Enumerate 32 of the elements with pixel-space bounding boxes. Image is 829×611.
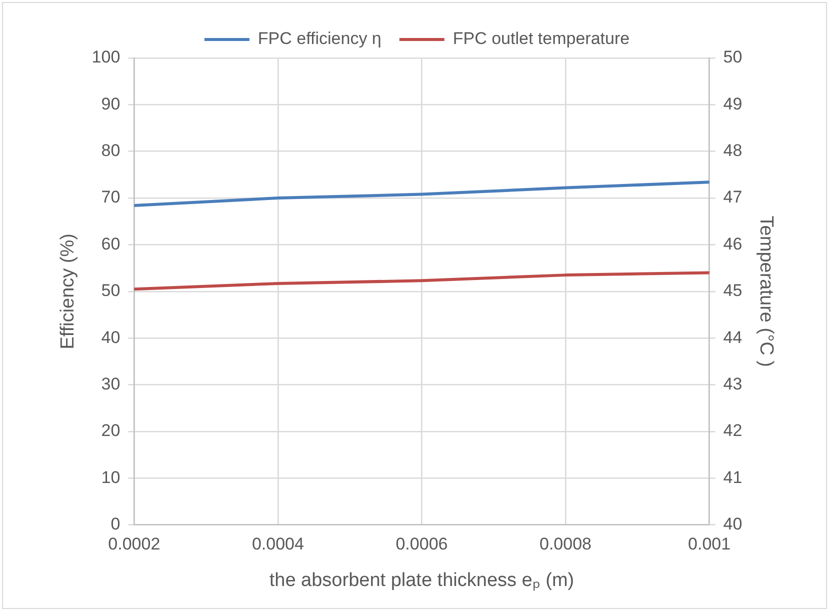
y2-tick-label: 42 [723,421,742,440]
y-tick-label: 30 [101,374,120,394]
y2-axis-title: Temperature (°C ) [755,216,776,367]
y2-tick-label: 45 [723,281,742,300]
y2-tick-label: 41 [723,468,742,487]
y-tick-label: 70 [101,188,120,207]
y-tick-label: 60 [101,234,120,254]
y-tick-label: 0 [110,514,120,534]
y2-tick-label: 46 [723,234,742,254]
legend-label: FPC efficiency η [258,29,382,48]
y-tick-label: 100 [92,48,120,67]
x-tick-label: 0.001 [688,534,731,554]
x-tick-label: 0.0008 [540,534,592,554]
y-tick-label: 40 [101,328,120,347]
x-tick-label: 0.0006 [396,534,448,554]
x-axis-title: the absorbent plate thickness eₚ (m) [269,570,574,591]
x-tick-label: 0.0004 [252,534,304,554]
y-tick-label: 20 [101,421,120,440]
y-tick-label: 50 [101,281,120,300]
legend-label: FPC outlet temperature [452,29,630,48]
y-axis-title: Efficiency (%) [58,234,79,350]
y-tick-label: 10 [101,468,120,487]
y2-tick-label: 49 [723,94,742,114]
y2-tick-label: 48 [723,141,742,160]
y2-tick-label: 40 [723,514,742,534]
y2-tick-label: 44 [723,328,742,347]
y2-tick-label: 50 [723,48,742,67]
y-tick-label: 80 [101,141,120,160]
y-tick-label: 90 [101,94,120,114]
x-tick-label: 0.0002 [108,534,160,554]
y2-tick-label: 43 [723,374,742,394]
y2-tick-label: 47 [723,188,742,207]
